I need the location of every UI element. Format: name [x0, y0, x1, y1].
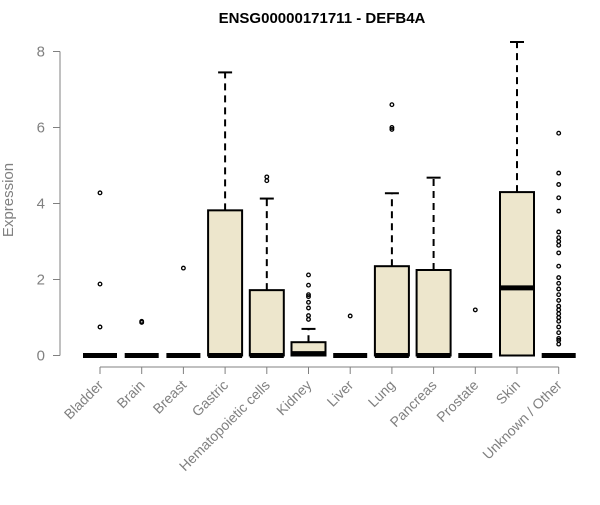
outlier-point	[556, 229, 562, 235]
outlier-point	[347, 313, 353, 319]
outlier-point	[556, 263, 562, 269]
outlier-point	[556, 292, 562, 298]
x-tick-label: Brain	[113, 377, 147, 411]
outlier-point	[306, 292, 311, 298]
outlier-point	[306, 294, 311, 300]
y-tick-label: 8	[37, 44, 45, 61]
outlier-point	[556, 315, 562, 320]
y-axis-label: Expression	[0, 163, 17, 237]
outlier-point	[556, 303, 562, 309]
x-tick-label: Prostate	[433, 377, 481, 425]
box-group-brain	[124, 318, 159, 358]
box-group-pancreas	[415, 176, 452, 358]
box-group-lung	[373, 102, 410, 358]
box	[373, 265, 410, 357]
box-group-prostate	[458, 307, 493, 358]
outlier-point	[556, 337, 562, 343]
outlier-point	[556, 335, 562, 341]
x-tick-label: Lung	[365, 377, 398, 410]
box-group-liver	[333, 313, 368, 358]
y-tick-label: 4	[37, 196, 45, 213]
x-tick-label: Unknown / Other	[479, 377, 565, 463]
outlier-point	[556, 130, 562, 136]
outlier-point	[556, 280, 562, 286]
outlier-point	[556, 307, 562, 313]
outlier-point	[556, 170, 562, 176]
outlier-point	[389, 102, 395, 108]
outlier-point	[264, 178, 270, 184]
outlier-point	[97, 190, 103, 196]
outlier-point	[306, 299, 311, 305]
box	[207, 209, 244, 357]
outlier-point	[306, 316, 311, 322]
outlier-point	[556, 235, 562, 241]
outlier-point	[556, 250, 562, 256]
outlier-point	[556, 182, 562, 187]
outlier-point	[556, 208, 562, 214]
outlier-point	[180, 265, 186, 271]
outlier-point	[556, 239, 562, 244]
outlier-point	[389, 126, 395, 132]
outlier-point	[556, 297, 562, 303]
y-tick-label: 0	[37, 348, 45, 365]
y-tick-label: 6	[37, 120, 45, 137]
outlier-point	[556, 242, 562, 248]
plot-area	[83, 41, 576, 358]
outlier-point	[306, 282, 311, 288]
box-group-hematopoietic-cells	[248, 174, 285, 358]
outlier-point	[556, 324, 562, 330]
x-tick-label: Kidney	[273, 377, 315, 419]
outlier-point	[472, 307, 478, 313]
x-tick-label: Bladder	[61, 377, 107, 423]
box-group-unknown-other	[541, 130, 576, 358]
box-group-bladder	[83, 190, 117, 358]
outlier-point	[556, 195, 562, 201]
box	[415, 269, 452, 357]
outlier-point	[556, 341, 562, 347]
outlier-point	[139, 318, 145, 324]
outlier-point	[306, 313, 311, 319]
y-tick-label: 2	[37, 272, 45, 289]
outlier-point	[97, 324, 103, 330]
outlier-point	[97, 281, 103, 287]
box-group-breast	[166, 265, 201, 358]
box-group-gastric	[207, 71, 244, 358]
outlier-point	[556, 275, 562, 281]
outlier-point	[556, 311, 562, 317]
outlier-point	[264, 174, 270, 180]
chart-title: ENSG00000171711 - DEFB4A	[219, 10, 426, 27]
box	[248, 289, 285, 357]
box-group-skin	[499, 41, 535, 357]
box-group-kidney	[290, 272, 327, 357]
x-tick-label: Skin	[493, 377, 524, 408]
outlier-point	[389, 125, 395, 130]
outlier-point	[556, 286, 562, 292]
box	[499, 191, 535, 357]
outlier-point	[556, 330, 562, 336]
outlier-point	[556, 318, 562, 324]
outlier-point	[306, 272, 311, 278]
x-tick-label: Breast	[150, 377, 190, 417]
outlier-point	[306, 305, 311, 311]
x-tick-label: Liver	[324, 377, 357, 410]
